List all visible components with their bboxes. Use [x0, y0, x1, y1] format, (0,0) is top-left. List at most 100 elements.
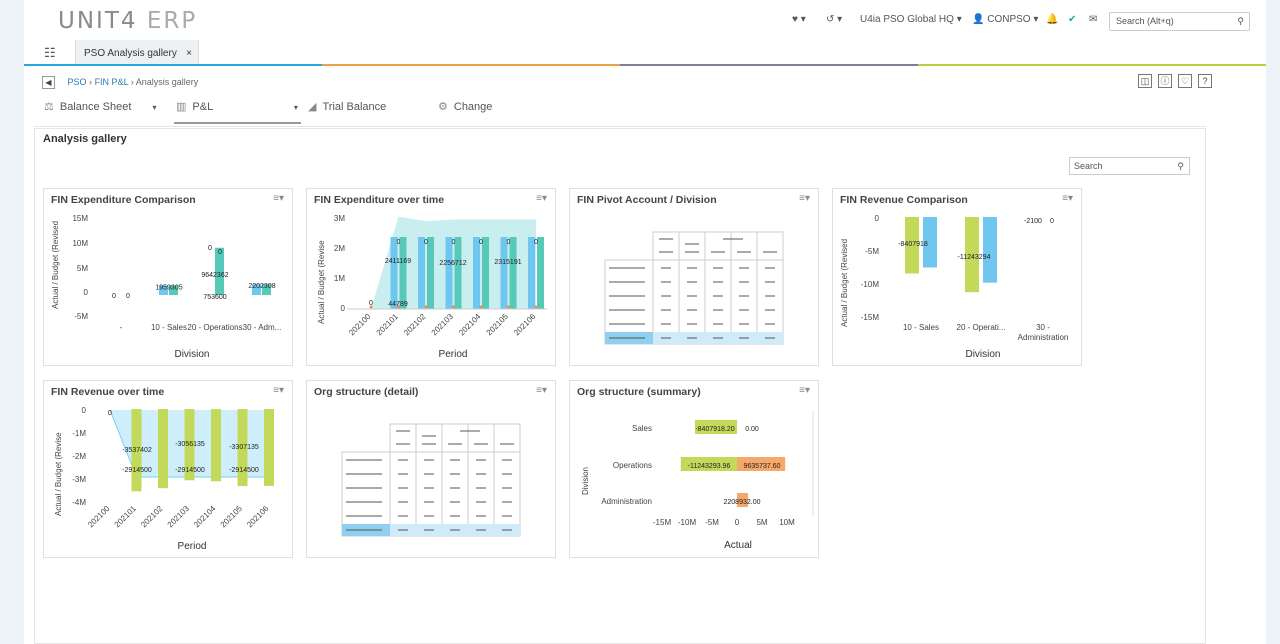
card-menu-icon[interactable]: ≡▾: [536, 385, 547, 396]
close-tab-icon[interactable]: ×: [186, 48, 192, 59]
notifications-icon[interactable]: 🔔: [1046, 14, 1059, 25]
menu-tab-balance-sheet[interactable]: ⚖ Balance Sheet ▾: [44, 101, 157, 113]
card-org-structure-detail[interactable]: Org structure (detail) ≡▾: [306, 380, 556, 558]
company-name: U4ia PSO Global HQ: [860, 14, 954, 25]
menu-tab-pl[interactable]: ▥ P&L ▾: [176, 101, 298, 113]
x-tick: 202105: [485, 312, 511, 338]
lightbulb-icon[interactable]: ⓘ: [1158, 74, 1172, 88]
bar: [737, 493, 749, 507]
favorites-icon[interactable]: ♥ ▾: [792, 14, 806, 25]
bar: [965, 217, 979, 293]
data-label: -8407918.20: [695, 426, 734, 433]
x-tick: 20 - Operati...: [957, 323, 1006, 332]
y-tick: 15M: [72, 214, 88, 223]
tasks-check-icon[interactable]: ✔: [1068, 14, 1077, 25]
data-label: -3307135: [229, 444, 259, 451]
bar: [537, 237, 544, 309]
data-label: 0: [1050, 218, 1054, 225]
card-title: FIN Pivot Account / Division: [577, 194, 717, 206]
card-revenue-comparison[interactable]: FIN Revenue Comparison ≡▾ Actual / Budge…: [832, 188, 1082, 366]
x-tick: -15M: [653, 518, 672, 527]
messages-icon[interactable]: ✉: [1089, 14, 1098, 25]
bar: [482, 237, 489, 309]
x-axis-label: Period: [439, 349, 468, 360]
chevron-down-icon[interactable]: ▾: [293, 103, 298, 112]
data-label: 2208932.00: [724, 499, 761, 506]
point: [397, 305, 400, 309]
card-expenditure-over-time[interactable]: FIN Expenditure over time ≡▾ Actual / Bu…: [306, 188, 556, 366]
x-tick: 202106: [245, 504, 271, 530]
pivot-table-thumbnail: [341, 423, 521, 537]
user-name: CONPSO: [987, 14, 1031, 25]
favorite-heart-icon[interactable]: ♡: [1178, 74, 1192, 88]
card-expenditure-comparison[interactable]: FIN Expenditure Comparison ≡▾ Actual / B…: [43, 188, 293, 366]
bar: [737, 457, 786, 471]
card-title: FIN Expenditure over time: [314, 194, 445, 206]
x-axis-label: Division: [174, 349, 209, 360]
bar: [215, 247, 224, 295]
bar: [211, 409, 221, 482]
y-tick: -10M: [861, 280, 880, 289]
bar: [983, 217, 997, 283]
x-tick: 10M: [779, 518, 795, 527]
card-menu-icon[interactable]: ≡▾: [799, 193, 810, 204]
bar: [905, 217, 919, 274]
tab-analysis-gallery[interactable]: PSO Analysis gallery ×: [75, 40, 199, 66]
chevron-down-icon[interactable]: ▾: [152, 103, 157, 112]
help-icon[interactable]: ?: [1198, 74, 1212, 88]
card-title: Org structure (detail): [314, 386, 419, 398]
chart-icon: ◢: [308, 101, 317, 113]
category-label: Operations: [613, 461, 652, 470]
card-menu-icon[interactable]: ≡▾: [536, 193, 547, 204]
data-label: 0: [112, 293, 116, 300]
y-tick: 10M: [72, 239, 88, 248]
x-tick: -5M: [705, 518, 719, 527]
x-tick: 202103: [166, 504, 192, 530]
gallery-search-input[interactable]: Search ⚲: [1069, 157, 1190, 175]
card-title: FIN Expenditure Comparison: [51, 194, 196, 206]
bar: [500, 237, 508, 309]
bar: [159, 285, 168, 295]
card-pivot-account-division[interactable]: FIN Pivot Account / Division ≡▾: [569, 188, 819, 366]
breadcrumb-fin-pl[interactable]: FIN P&L: [94, 76, 129, 87]
y-tick: 3M: [334, 214, 345, 223]
y-tick: -1M: [72, 429, 86, 438]
data-label: 0: [108, 410, 112, 417]
menu-tab-change[interactable]: ⚙ Change: [438, 101, 493, 113]
card-revenue-over-time[interactable]: FIN Revenue over time ≡▾ Actual / Budget…: [43, 380, 293, 558]
card-org-structure-summary[interactable]: Org structure (summary) ≡▾ Division Sale…: [569, 380, 819, 558]
x-axis-label: Period: [178, 541, 207, 552]
breadcrumb-pso[interactable]: PSO: [67, 76, 87, 87]
tab-bar: ☷ PSO Analysis gallery ×: [24, 40, 1266, 66]
data-label: -3056135: [175, 441, 205, 448]
back-button[interactable]: ◀: [42, 76, 55, 89]
data-label: -2100: [1024, 218, 1042, 225]
layout-icon[interactable]: ◫: [1138, 74, 1152, 88]
company-selector[interactable]: U4ia PSO Global HQ ▾: [860, 14, 962, 25]
y-tick: 0: [341, 304, 346, 313]
history-icon[interactable]: ↺ ▾: [826, 14, 843, 25]
card-menu-icon[interactable]: ≡▾: [799, 385, 810, 396]
bar: [390, 237, 398, 309]
x-tick: 0: [735, 518, 740, 527]
data-label: -11243293.96: [688, 463, 731, 470]
user-menu[interactable]: 👤 CONPSO ▾: [972, 14, 1039, 25]
bar: [528, 237, 535, 309]
chart-revenue-over-time: Actual / Budget (Revise 0 -1M -2M -3M -4…: [54, 406, 274, 552]
bar: [252, 284, 261, 295]
page-tools: ◫ ⓘ ♡?: [1132, 74, 1212, 88]
y-tick: -3M: [72, 475, 86, 484]
data-label: 2202308: [248, 283, 275, 290]
area-series: [371, 216, 536, 309]
global-search-input[interactable]: Search (Alt+q) ⚲: [1109, 12, 1250, 31]
data-label: 1959305: [155, 284, 182, 291]
card-menu-icon[interactable]: ≡▾: [273, 385, 284, 396]
card-menu-icon[interactable]: ≡▾: [273, 193, 284, 204]
pivot-header: [652, 231, 784, 261]
bar: [131, 409, 142, 492]
y-tick: -5M: [74, 312, 88, 321]
data-label: 0: [452, 239, 456, 246]
app-menu-icon[interactable]: ☷: [44, 45, 56, 60]
menu-tab-trial-balance[interactable]: ◢ Trial Balance: [308, 101, 387, 113]
card-menu-icon[interactable]: ≡▾: [1062, 193, 1073, 204]
